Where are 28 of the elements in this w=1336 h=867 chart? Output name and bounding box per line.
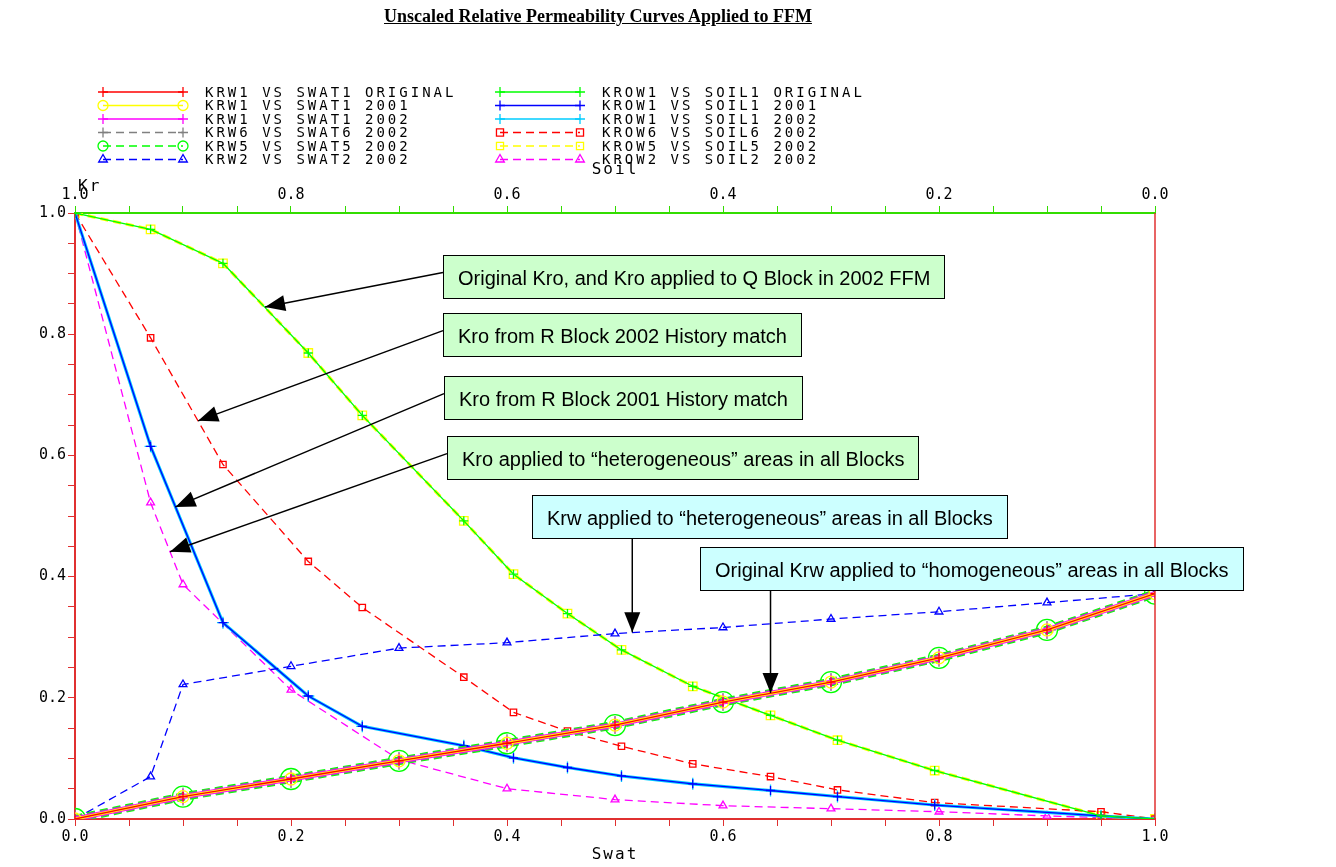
- x2-tick-label: 0.0: [1141, 184, 1169, 203]
- y-tick-label: 0.4: [38, 566, 66, 585]
- x2-tick-label: 0.6: [493, 184, 521, 203]
- annotation: Kro from R Block 2001 History match: [444, 376, 803, 420]
- x-tick-label: 0.8: [925, 826, 953, 845]
- x-tick-label: 0.2: [277, 826, 305, 845]
- x-tick-label: 1.0: [1141, 826, 1169, 845]
- chart-title: Unscaled Relative Permeability Curves Applied to FFM: [383, 6, 813, 27]
- x2-tick-label: 0.4: [709, 184, 737, 203]
- x-tick-label: 0.0: [61, 826, 89, 845]
- y-tick-label: 1.0: [38, 202, 66, 221]
- y-tick-label: 0.0: [38, 808, 66, 827]
- legend-label: KRW2 VS SWAT2 2002: [205, 151, 411, 168]
- annotation: Kro from R Block 2002 History match: [443, 313, 802, 357]
- annotation: Original Krw applied to “homogeneous” areas in all Blocks: [700, 547, 1244, 591]
- annotation: Krw applied to “heterogeneous” areas in all Blocks: [532, 495, 1008, 539]
- x-tick-label: 0.4: [493, 826, 521, 845]
- legend-label: KROW1 VS SOIL1 ORIGINAL: [602, 83, 865, 100]
- annotation: Kro applied to “heterogeneous” areas in all Blocks: [447, 436, 920, 480]
- x-axis-title: Swat: [591, 844, 639, 864]
- annotation: Original Kro, and Kro applied to Q Block in 2002 FFM: [443, 255, 946, 299]
- x-tick-label: 0.6: [709, 826, 737, 845]
- y-tick-label: 0.8: [38, 324, 66, 343]
- x2-tick-label: 0.2: [925, 184, 953, 203]
- y-tick-label: 0.2: [38, 687, 66, 706]
- x2-tick-label: 0.8: [277, 184, 305, 203]
- legend-label: KRW1 VS SWAT1 ORIGINAL: [205, 83, 457, 100]
- y-tick-label: 0.6: [38, 445, 66, 464]
